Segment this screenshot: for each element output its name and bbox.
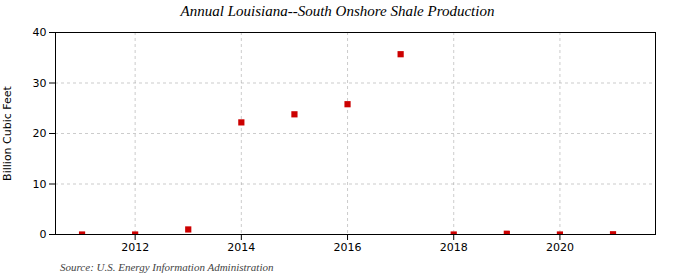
svg-text:2012: 2012	[121, 241, 149, 254]
svg-text:2020: 2020	[546, 241, 574, 254]
svg-text:20: 20	[33, 127, 47, 140]
svg-text:0: 0	[40, 228, 47, 241]
svg-text:30: 30	[33, 77, 47, 90]
svg-text:10: 10	[33, 178, 47, 191]
svg-text:Billion Cubic Feet: Billion Cubic Feet	[1, 85, 14, 180]
html-text:Source: U.S. Energy Informatio: Source: U.S. Energy Information Administ…	[60, 261, 274, 273]
svg-text:2014: 2014	[227, 241, 255, 254]
html-text:Annual Louisiana--South Onshor: Annual Louisiana--South Onshore Shale Pr…	[180, 3, 495, 19]
svg-text:2016: 2016	[334, 241, 362, 254]
svg-text:40: 40	[33, 26, 47, 39]
svg-text:2018: 2018	[440, 241, 468, 254]
